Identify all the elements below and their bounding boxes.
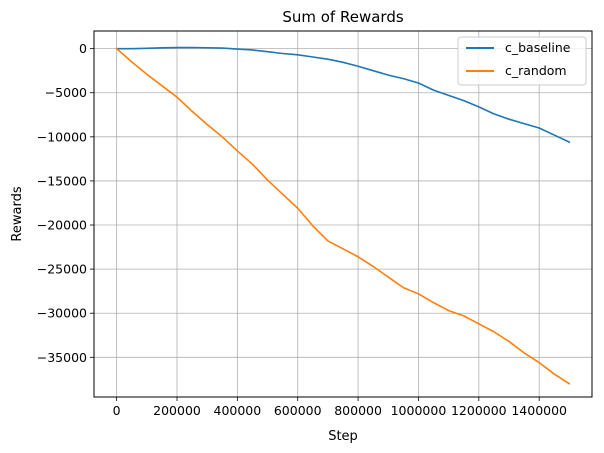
y-tick-label: −10000	[37, 129, 87, 144]
y-tick-label: −35000	[37, 350, 87, 365]
series-line-c-random	[115, 47, 571, 385]
y-tick-label: −5000	[45, 85, 87, 100]
series-layer	[115, 46, 571, 385]
y-axis-title: Rewards	[10, 186, 25, 241]
y-tick-label: −30000	[37, 306, 87, 321]
grid-layer	[94, 31, 592, 397]
x-tick-label: 1000000	[391, 403, 447, 418]
plot-frame	[93, 30, 593, 398]
y-tick-label: 0	[79, 41, 87, 56]
x-axis-title: Step	[328, 429, 358, 444]
tick-layer: 0 200000 400000 600000 800000 1000000 1200000 1…	[37, 41, 567, 418]
y-tick-label: −25000	[37, 262, 87, 277]
y-tick-label: −20000	[37, 218, 87, 233]
x-tick-label: 200000	[153, 403, 201, 418]
legend: c_baseline c_random	[457, 36, 587, 86]
legend-label-c-random: c_random	[505, 63, 567, 78]
legend-label-c-baseline: c_baseline	[505, 40, 571, 55]
x-tick-label: 0	[113, 403, 121, 418]
x-tick-label: 600000	[274, 403, 322, 418]
y-tick-label: −15000	[37, 173, 87, 188]
series-line-c-baseline	[115, 46, 571, 143]
x-tick-label: 400000	[214, 403, 262, 418]
chart-title: Sum of Rewards	[282, 8, 403, 26]
x-tick-label: 1200000	[451, 403, 507, 418]
x-tick-label: 800000	[334, 403, 382, 418]
x-tick-label: 1400000	[511, 403, 567, 418]
